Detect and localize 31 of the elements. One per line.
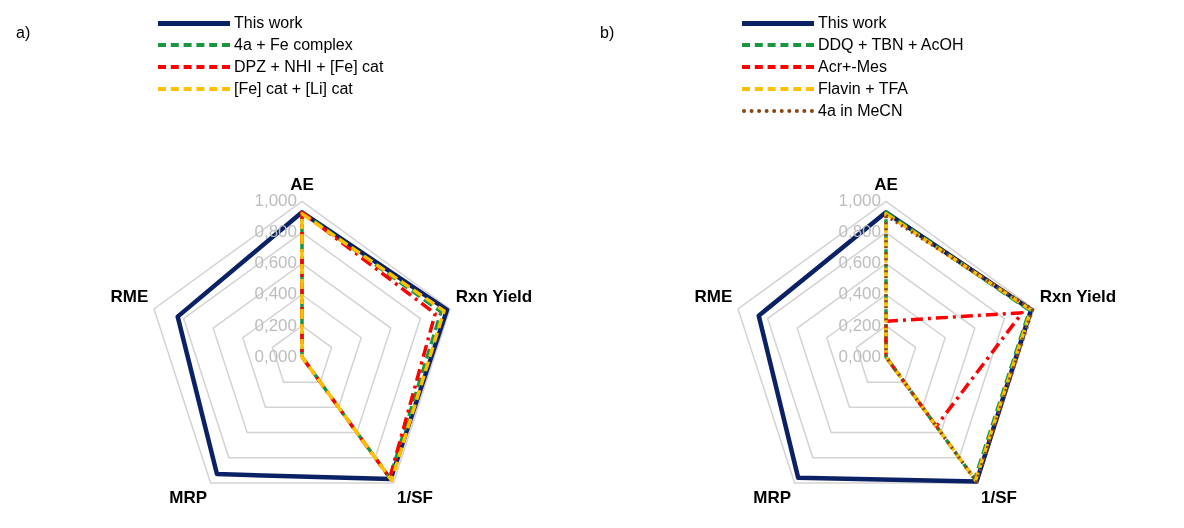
spoke-label: Rxn Yield <box>455 286 533 306</box>
spoke-label: 1/SF <box>396 487 433 507</box>
legend-label: [Fe] cat + [Li] cat <box>234 79 353 99</box>
legend-label: This work <box>234 13 303 33</box>
y-tick-label: 0,600 <box>838 253 881 273</box>
spoke-label: AE <box>290 174 314 194</box>
y-tick-label: 0,400 <box>838 284 881 304</box>
spoke-label: Rxn Yield <box>1039 286 1117 306</box>
y-tick-label: 0,600 <box>254 253 297 273</box>
y-tick-label: 0,000 <box>838 346 881 366</box>
y-tick-label: 0,400 <box>254 284 297 304</box>
y-tick-label: 0,000 <box>254 346 297 366</box>
legend-label: Acr+-Mes <box>818 57 887 77</box>
text: a) <box>16 24 31 42</box>
spoke-label: MRP <box>169 487 208 507</box>
spoke-label: AE <box>874 174 898 194</box>
y-tick-label: 1,000 <box>254 191 297 211</box>
legend-label: DDQ + TBN + AcOH <box>818 35 964 55</box>
y-tick-label: 1,000 <box>838 191 881 211</box>
spoke-label: 1/SF <box>980 487 1017 507</box>
legend-label: This work <box>818 13 887 33</box>
y-tick-label: 0,200 <box>838 315 881 335</box>
spoke-label: RME <box>110 286 149 306</box>
legend-label: Flavin + TFA <box>818 79 908 99</box>
legend-label: DPZ + NHI + [Fe] cat <box>234 57 384 77</box>
text: b) <box>600 24 615 42</box>
legend-label: 4a + Fe complex <box>234 35 353 55</box>
spoke-label: RME <box>694 286 733 306</box>
spoke-label: MRP <box>753 487 792 507</box>
legend-label: 4a in MeCN <box>818 101 903 121</box>
y-tick-label: 0,200 <box>254 315 297 335</box>
